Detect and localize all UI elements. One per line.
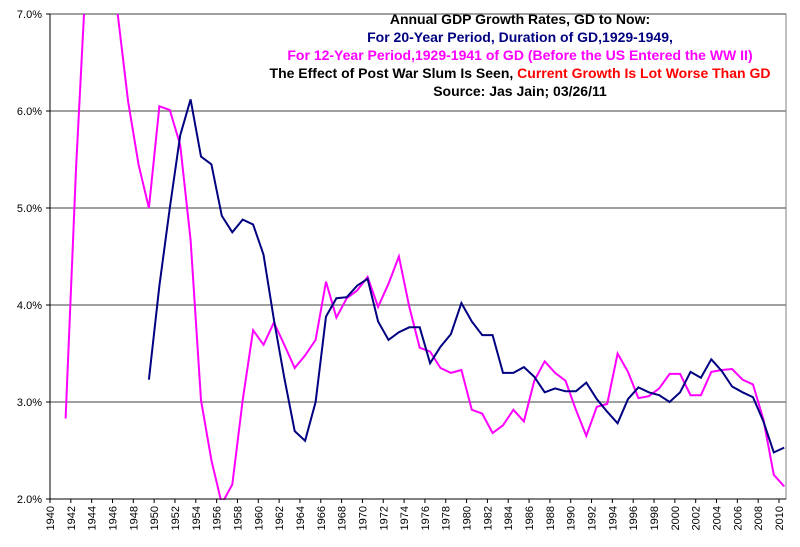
y-axis-ticks: 2.0% 3.0% 4.0% 5.0% 6.0% 7.0% [17,9,50,506]
x-tick-label: 1952 [170,506,182,530]
x-axis-ticks: 1940 1942 1944 1946 1948 1950 1952 1954 1956 1958… [45,499,786,530]
x-tick-label: 1944 [87,506,99,530]
x-tick-label: 1996 [628,506,640,530]
x-tick-label: 1950 [149,506,161,530]
y-tick-label: 7.0% [17,9,42,21]
x-tick-label: 1984 [503,506,515,530]
title-segment: The Effect of Post War Slum Is Seen, [270,65,518,81]
series-layer [64,14,785,500]
x-tick-label: 1982 [482,506,494,530]
x-tick-label: 1964 [295,506,307,530]
x-tick-label: 1978 [441,506,453,530]
x-tick-label: 1988 [545,506,557,530]
x-tick-label: 1962 [274,506,286,530]
title-line-5: Source: Jas Jain; 03/26/11 [433,83,607,99]
axes [49,14,786,500]
x-tick-label: 2002 [691,506,703,530]
y-tick-label: 2.0% [17,494,42,506]
x-tick-label: 1946 [107,506,119,530]
title-segment: Current Growth Is Lot Worse Than GD [517,65,770,81]
x-tick-label: 2010 [774,506,786,530]
x-tick-label: 1976 [420,506,432,530]
x-tick-label: 1990 [566,506,578,530]
x-tick-label: 2000 [670,506,682,530]
x-tick-label: 1954 [191,506,203,530]
series-line-12-year [64,14,785,500]
x-tick-label: 1994 [607,506,619,530]
x-tick-label: 1948 [128,506,140,530]
x-tick-label: 1966 [316,506,328,530]
series-line-20-year [147,99,785,454]
x-tick-label: 1940 [45,506,57,530]
y-tick-label: 4.0% [17,300,42,312]
y-tick-label: 3.0% [17,397,42,409]
x-tick-label: 1960 [253,506,265,530]
title-line-2: For 20-Year Period, Duration of GD,1929-… [367,29,673,45]
x-tick-label: 2006 [732,506,744,530]
x-tick-label: 1980 [462,506,474,530]
x-tick-label: 1970 [357,506,369,530]
x-tick-label: 1992 [587,506,599,530]
title-line-3: For 12-Year Period,1929-1941 of GD (Befo… [287,47,752,63]
x-tick-label: 1998 [649,506,661,530]
x-tick-label: 1974 [399,506,411,530]
x-tick-label: 1958 [232,506,244,530]
x-tick-label: 1972 [378,506,390,530]
x-tick-label: 1986 [524,506,536,530]
title-line-4: The Effect of Post War Slum Is Seen, Cur… [270,65,771,81]
y-tick-label: 5.0% [17,203,42,215]
y-tick-label: 6.0% [17,106,42,118]
title-line-1: Annual GDP Growth Rates, GD to Now: [390,11,650,27]
x-tick-label: 1942 [66,506,78,530]
x-tick-label: 1956 [212,506,224,530]
chart-title: Annual GDP Growth Rates, GD to Now: For 2… [270,11,771,99]
x-tick-label: 2008 [753,506,765,530]
x-tick-label: 1968 [337,506,349,530]
x-tick-label: 2004 [712,506,724,530]
